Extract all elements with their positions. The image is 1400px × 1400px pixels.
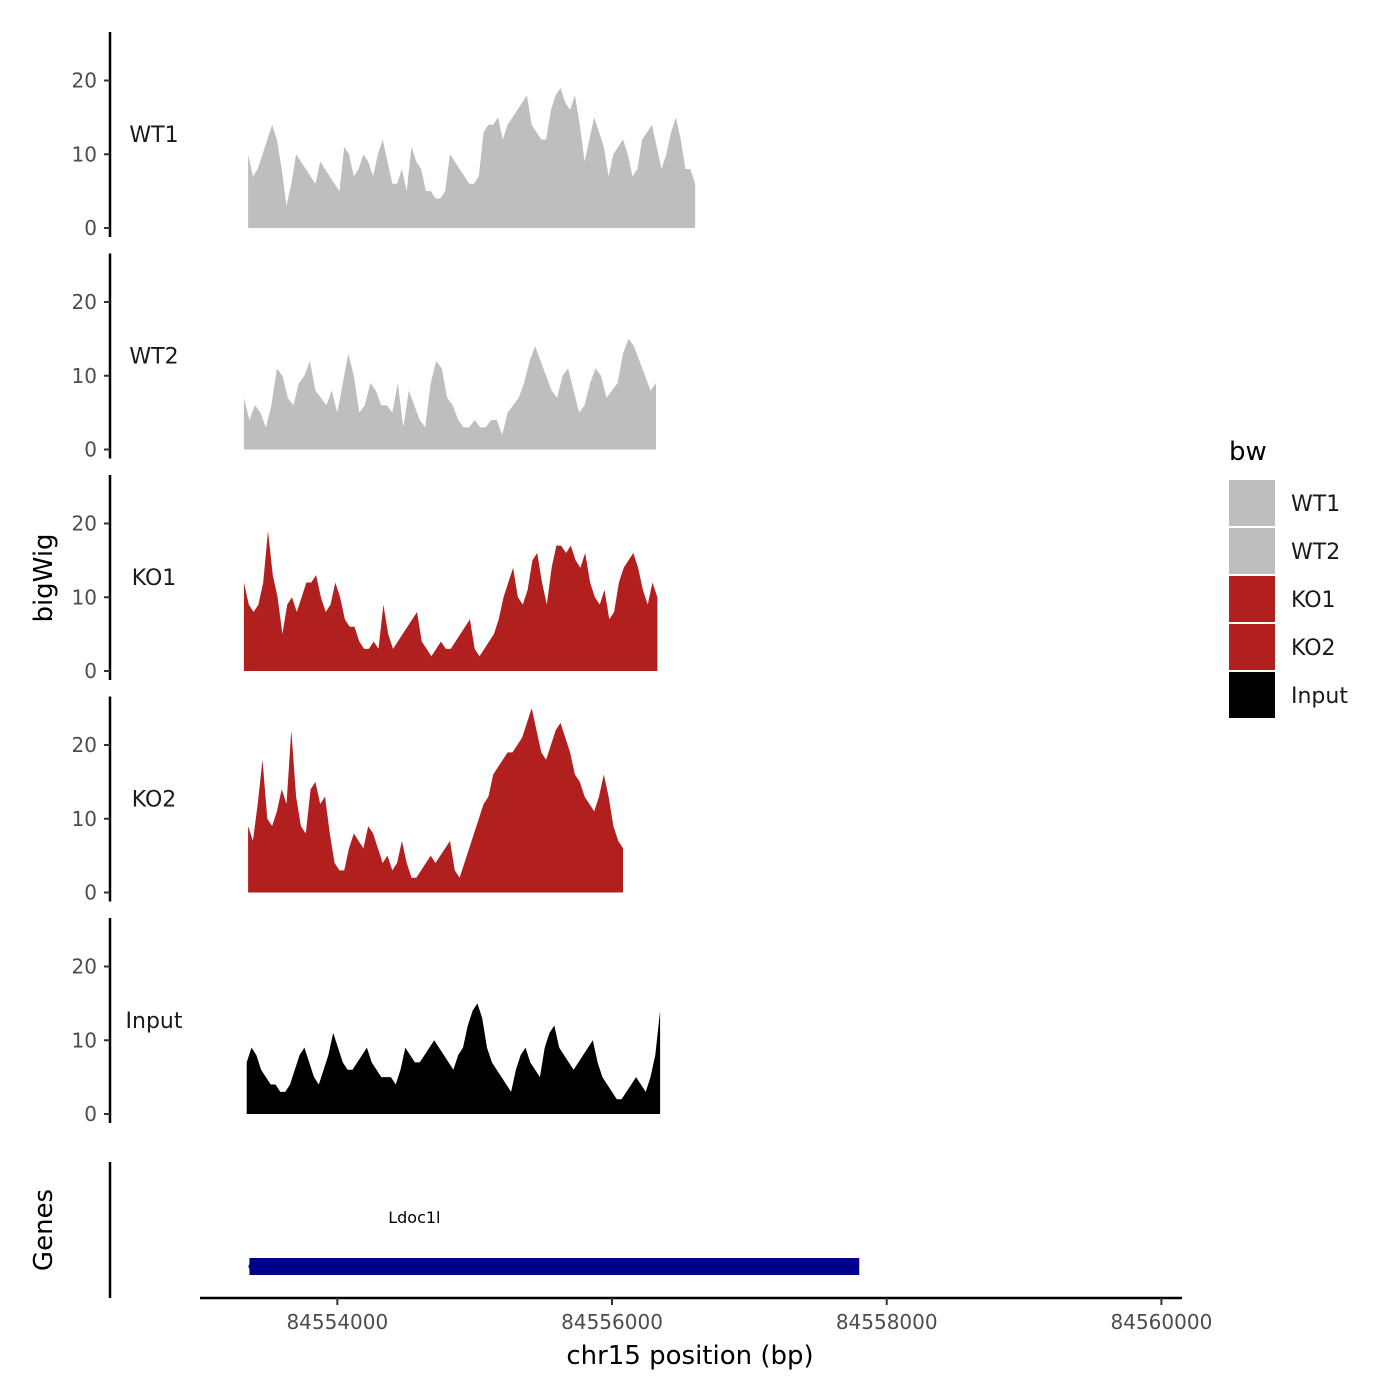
signal-area-ko2 [248, 708, 623, 893]
legend-swatch-ko1 [1229, 576, 1275, 622]
y-tick-label: 20 [72, 290, 97, 314]
legend-title: bw [1229, 437, 1267, 467]
legend-swatch-ko2 [1229, 624, 1275, 670]
x-axis-title: chr15 position (bp) [566, 1341, 813, 1371]
legend-swatch-input [1229, 672, 1275, 718]
y-tick-label: 10 [72, 364, 97, 388]
gene-body [249, 1258, 860, 1275]
y-tick-label: 0 [84, 1102, 97, 1126]
y-tick-label: 0 [84, 438, 97, 462]
track-label: WT2 [129, 345, 178, 370]
gene-track: Ldoc1l [108, 1162, 860, 1298]
signal-area-ko1 [243, 530, 658, 671]
legend-swatch-wt2 [1229, 528, 1275, 574]
genes-axis-title: Genes [29, 1189, 59, 1271]
track-ko1: 0 10 20 KO1 [72, 475, 658, 683]
track-label: WT1 [129, 123, 178, 148]
signal-area-wt2 [243, 338, 656, 450]
y-tick-label: 20 [72, 69, 97, 93]
legend-label: WT1 [1291, 492, 1340, 517]
track-ko2: 0 10 20 KO2 [72, 696, 623, 905]
y-axis-title: bigWig [29, 533, 59, 622]
x-tick-label: 84556000 [561, 1310, 663, 1334]
legend-label: KO1 [1291, 588, 1336, 613]
legend-swatch-wt1 [1229, 480, 1275, 526]
y-tick-label: 0 [84, 881, 97, 905]
legend-label: Input [1291, 684, 1348, 709]
legend-label: WT2 [1291, 540, 1340, 565]
y-tick-label: 20 [72, 733, 97, 757]
y-tick-label: 0 [84, 216, 97, 240]
legend-label: KO2 [1291, 636, 1336, 661]
x-axis: 84554000 84556000 84558000 84560000 [200, 1296, 1213, 1334]
x-tick-label: 84560000 [1111, 1310, 1213, 1334]
legend: bw WT1 WT2 KO1 KO2 Input [1229, 437, 1348, 718]
gene-label: Ldoc1l [388, 1208, 440, 1227]
y-tick-label: 10 [72, 807, 97, 831]
y-tick-label: 20 [72, 512, 97, 536]
y-tick-label: 0 [84, 659, 97, 683]
track-label: KO1 [132, 566, 177, 591]
y-tick-label: 10 [72, 585, 97, 609]
track-label: Input [126, 1009, 183, 1034]
y-tick-label: 20 [72, 955, 97, 979]
x-tick-label: 84558000 [836, 1310, 938, 1334]
gene-strand-marker [248, 1263, 255, 1270]
x-tick-label: 84554000 [286, 1310, 388, 1334]
track-label: KO2 [132, 788, 177, 813]
track-input: 0 10 20 Input [72, 918, 661, 1126]
y-tick-label: 10 [72, 1028, 97, 1052]
track-wt2: 0 10 20 WT2 [72, 253, 656, 462]
signal-area-input [246, 1003, 661, 1114]
y-tick-label: 10 [72, 142, 97, 166]
signal-area-wt1 [248, 87, 696, 229]
track-wt1: 0 10 20 WT1 [72, 32, 696, 240]
signal-tracks: 0 10 20 WT1 0 10 20 WT2 0 10 20 KO1 0 10 20 KO2 0 10 20 Inp… [72, 32, 696, 1126]
